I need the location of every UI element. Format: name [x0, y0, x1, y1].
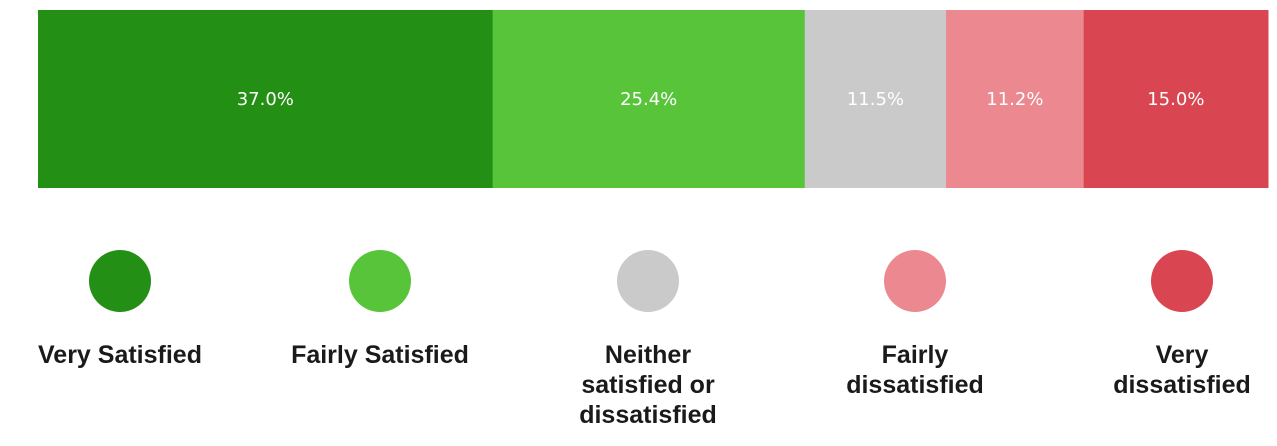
- legend-label-neither: Neither satisfied or dissatisfied: [579, 341, 717, 429]
- data-label-fairly-satisfied: 25.4%: [620, 89, 677, 110]
- legend-label-very-dissatisfied: Very dissatisfied: [1113, 341, 1251, 399]
- legend-label-very-satisfied: Very Satisfied: [38, 341, 202, 369]
- legend-label-fairly-dissatisfied: Fairly dissatisfied: [846, 341, 984, 399]
- data-label-neither: 11.5%: [847, 89, 904, 110]
- legend-swatch-neither: [617, 250, 679, 312]
- legend-item-very-satisfied: Very Satisfied: [0, 250, 240, 370]
- bar-segment-very-dissatisfied: [1083, 10, 1269, 188]
- legend-label-fairly-satisfied: Fairly Satisfied: [291, 341, 469, 369]
- bar-segment-neither: [804, 10, 947, 188]
- legend-swatch-fairly-satisfied: [349, 250, 411, 312]
- bar-segment-fairly-satisfied: [492, 10, 806, 188]
- data-label-very-dissatisfied: 15.0%: [1147, 89, 1204, 110]
- legend-swatch-fairly-dissatisfied: [884, 250, 946, 312]
- legend-item-neither: Neither satisfied or dissatisfied: [528, 250, 768, 430]
- legend-swatch-very-dissatisfied: [1151, 250, 1213, 312]
- legend-item-fairly-satisfied: Fairly Satisfied: [260, 250, 500, 370]
- data-label-very-satisfied: 37.0%: [237, 89, 294, 110]
- data-label-fairly-dissatisfied: 11.2%: [986, 89, 1043, 110]
- bar-segment-very-satisfied: [38, 10, 494, 188]
- legend-item-very-dissatisfied: Very dissatisfied: [1062, 250, 1277, 400]
- bar-segment-fairly-dissatisfied: [946, 10, 1085, 188]
- stacked-bar-chart: 37.0% 25.4% 11.5% 11.2% 15.0%: [38, 10, 1269, 188]
- legend-item-fairly-dissatisfied: Fairly dissatisfied: [795, 250, 1035, 400]
- legend-swatch-very-satisfied: [89, 250, 151, 312]
